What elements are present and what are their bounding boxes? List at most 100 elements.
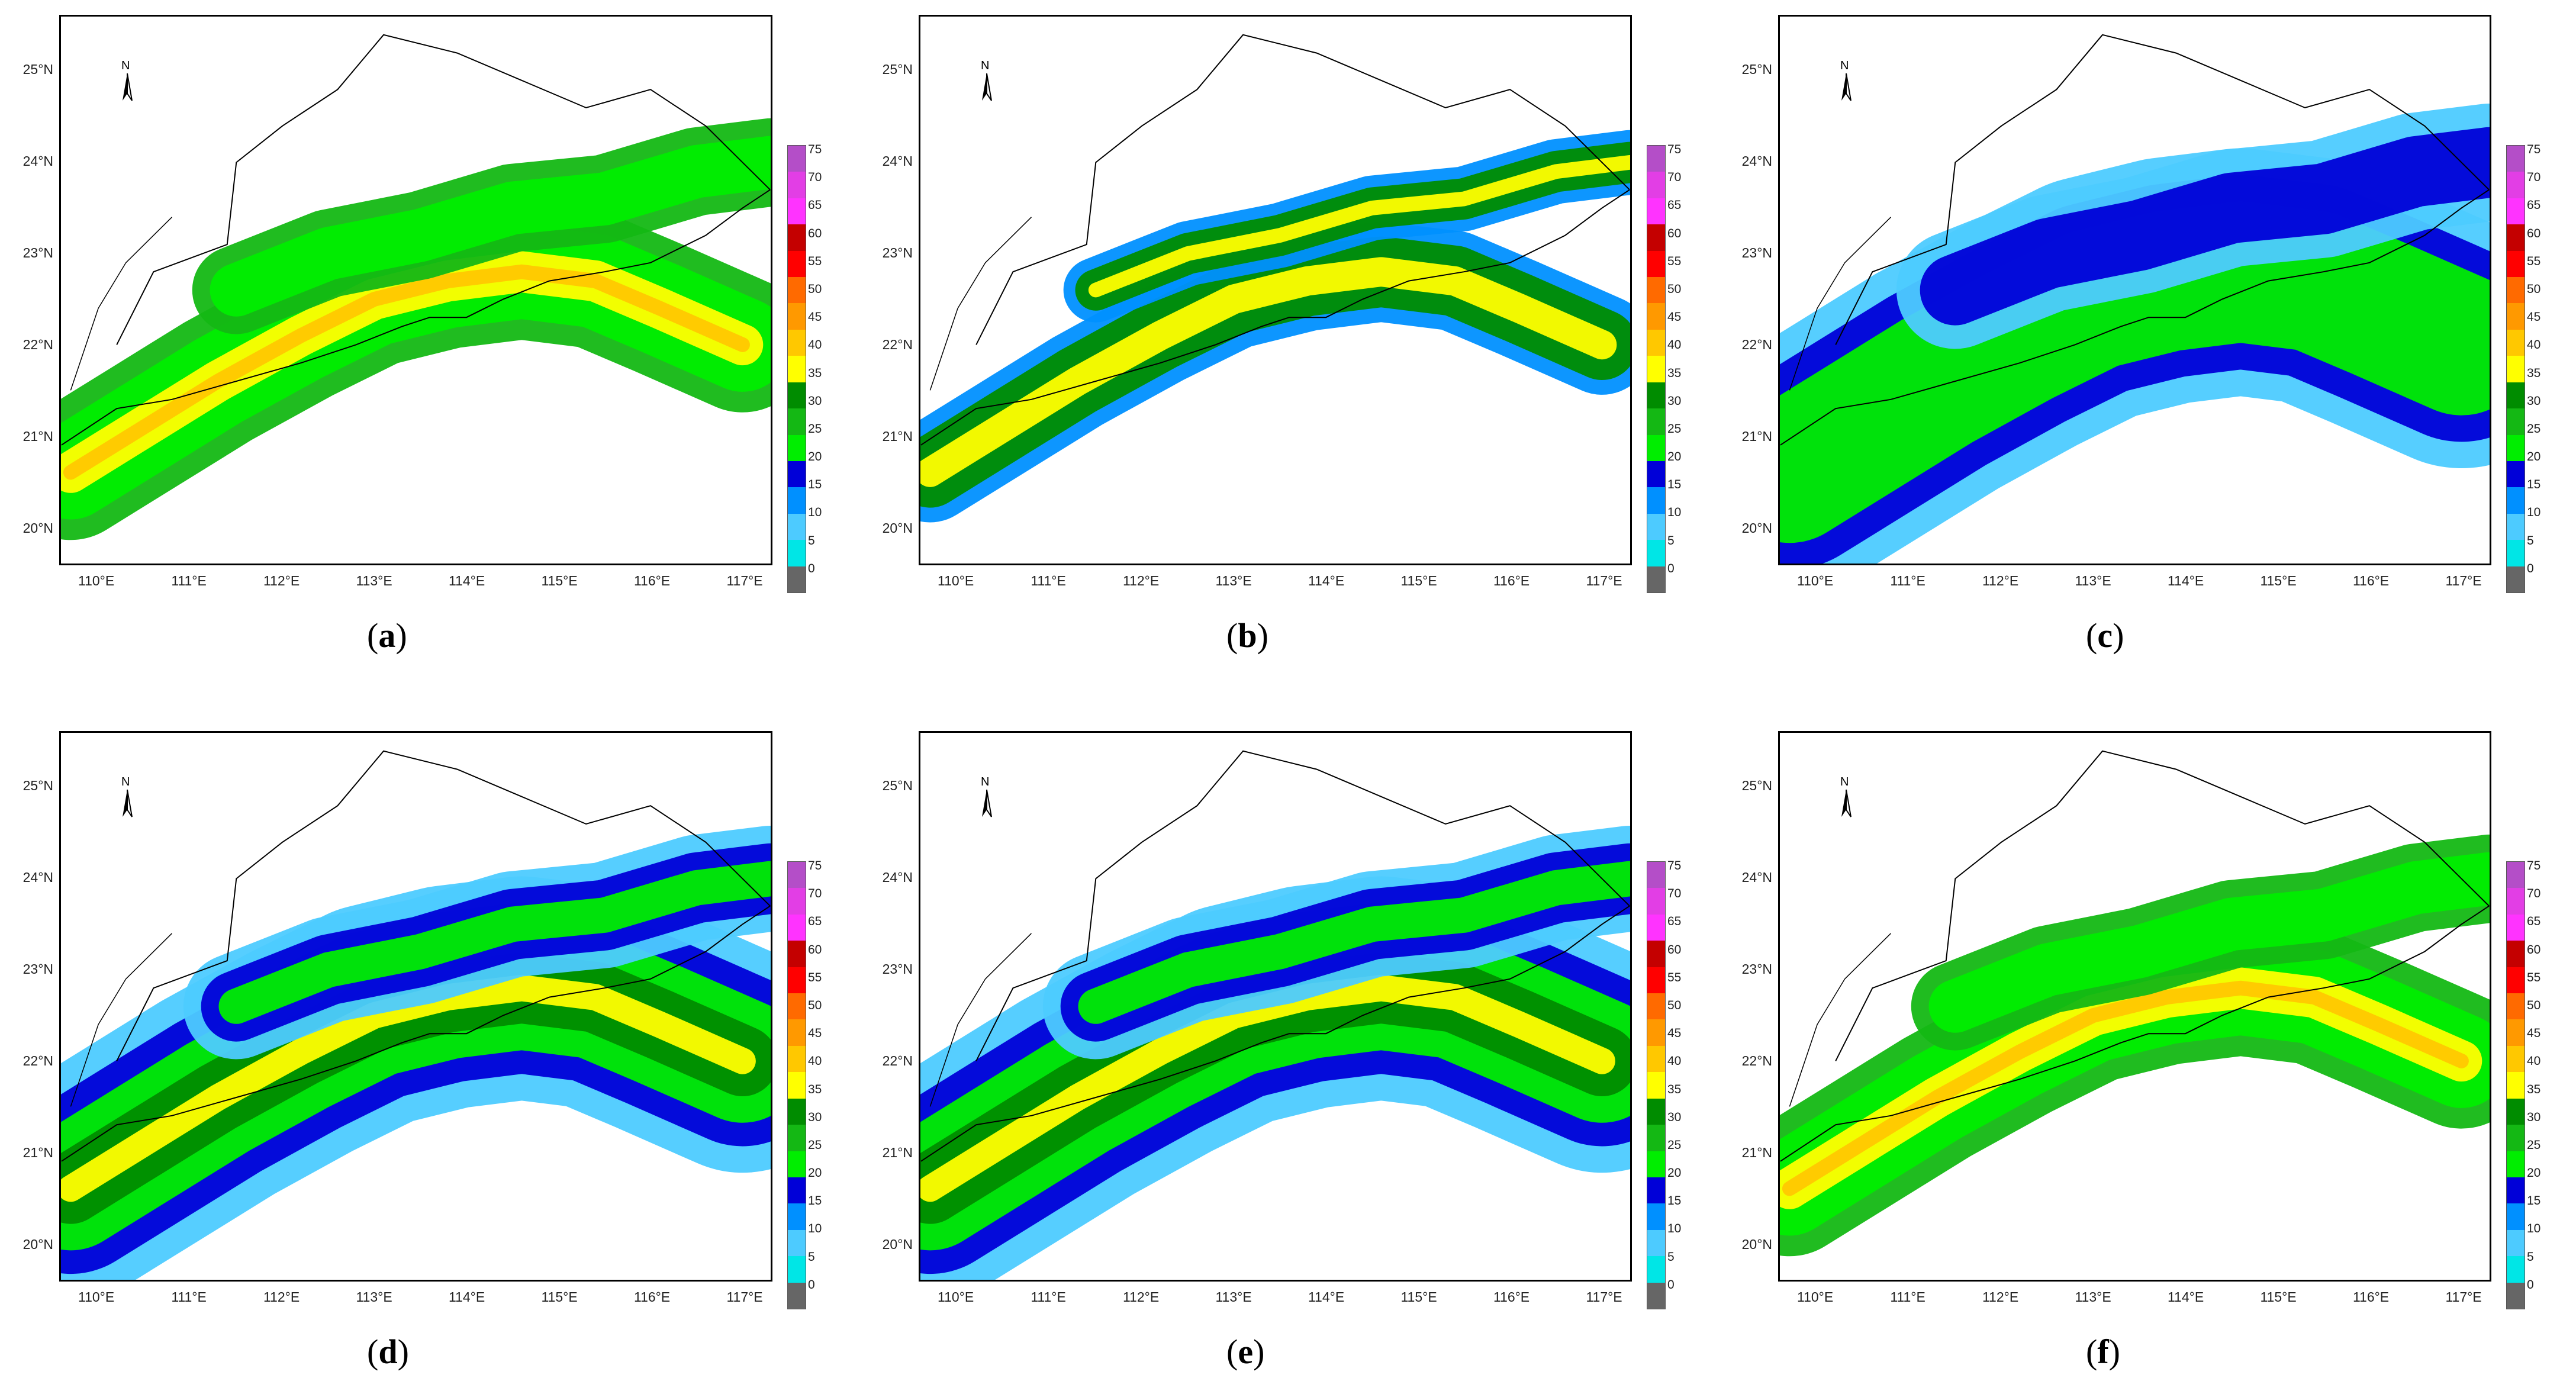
colorbar-swatch (788, 914, 806, 941)
colorbar-swatch (2507, 888, 2525, 915)
colorbar-swatch (1647, 1045, 1665, 1073)
colorbar-label: 10 (808, 1222, 822, 1236)
colorbar-label: 75 (1667, 859, 1682, 873)
colorbar-label: 55 (808, 970, 822, 984)
colorbar-swatch (2507, 198, 2525, 225)
colorbar-swatch (2507, 1203, 2525, 1231)
latitude-label: 22°N (1741, 337, 1772, 352)
map-frame (919, 731, 1632, 1282)
colorbar-label: 65 (1667, 915, 1682, 929)
longitude-label: 113°E (2075, 573, 2111, 588)
panel-caption-letter: c (2097, 616, 2113, 655)
colorbar-label: 65 (2527, 915, 2541, 929)
colorbar-swatch (788, 198, 806, 225)
latitude-label: 21°N (882, 1145, 913, 1160)
panel-caption: (e) (1226, 1332, 1265, 1371)
colorbar-label: 20 (808, 450, 822, 464)
colorbar (787, 145, 806, 593)
latitude-label: 24°N (882, 153, 913, 169)
colorbar-label: 60 (2527, 942, 2541, 957)
panel-caption-letter: f (2097, 1332, 2109, 1371)
longitude-label: 115°E (541, 573, 578, 588)
colorbar-swatch (788, 329, 806, 356)
colorbar-swatch (1647, 888, 1665, 915)
latitude-label: 24°N (22, 870, 53, 885)
north-arrow-label: N (121, 775, 130, 788)
latitude-label: 22°N (22, 1053, 53, 1068)
longitude-label: 110°E (78, 573, 115, 588)
panel-caption: (c) (2086, 616, 2124, 655)
colorbar-label: 45 (2527, 1026, 2541, 1041)
colorbar-label: 10 (808, 506, 822, 520)
longitude-label: 115°E (2260, 1289, 2297, 1305)
colorbar (787, 861, 806, 1309)
north-arrow-icon: N (975, 59, 999, 107)
colorbar-label: 15 (2527, 478, 2541, 492)
colorbar-label: 0 (2527, 561, 2534, 575)
colorbar-swatch (788, 862, 806, 888)
latitude-label: 20°N (22, 1237, 53, 1252)
colorbar-swatch (788, 1177, 806, 1204)
province-boundaries (920, 750, 1630, 1162)
colorbar-swatch (2507, 1177, 2525, 1204)
longitude-label: 110°E (1796, 1289, 1834, 1305)
colorbar-label: 60 (2527, 226, 2541, 240)
latitude-label: 25°N (22, 778, 53, 793)
longitude-label: 112°E (263, 573, 300, 588)
longitude-label: 111°E (171, 573, 207, 588)
colorbar-swatch (788, 566, 806, 593)
colorbar-swatch (2507, 461, 2525, 488)
longitude-label: 116°E (2352, 573, 2390, 588)
colorbar (2506, 145, 2525, 593)
colorbar-swatch (1647, 461, 1665, 488)
colorbar-swatch (788, 1203, 806, 1231)
colorbar-label: 60 (808, 942, 822, 957)
colorbar-swatch (1647, 1072, 1665, 1099)
colorbar-swatch (1647, 356, 1665, 383)
colorbar-swatch (788, 993, 806, 1020)
latitude-label: 24°N (22, 153, 53, 169)
colorbar-label: 50 (1667, 998, 1682, 1012)
colorbar-label: 20 (2527, 1166, 2541, 1180)
colorbar-label: 55 (808, 254, 822, 268)
colorbar-swatch (788, 1282, 806, 1309)
latitude-label: 25°N (1741, 778, 1772, 793)
colorbar-label: 20 (1667, 1166, 1682, 1180)
north-arrow-label: N (121, 59, 130, 72)
latitude-label: 23°N (882, 961, 913, 977)
colorbar-swatch (2507, 250, 2525, 278)
colorbar-swatch (1647, 540, 1665, 567)
colorbar-label: 75 (2527, 859, 2541, 873)
colorbar-swatch (1647, 967, 1665, 994)
longitude-label: 115°E (1400, 1289, 1437, 1305)
colorbar-label: 70 (1667, 887, 1682, 901)
map-canvas (61, 750, 771, 1280)
colorbar-swatch (2507, 1098, 2525, 1125)
longitude-label: 117°E (726, 1289, 763, 1305)
colorbar-swatch (1647, 862, 1665, 888)
longitude-label: 117°E (1586, 1289, 1622, 1305)
colorbar-swatch (1647, 1203, 1665, 1231)
colorbar-label: 55 (1667, 254, 1682, 268)
longitude-label: 110°E (937, 1289, 974, 1305)
colorbar-label: 30 (2527, 394, 2541, 408)
colorbar-label: 5 (1667, 1250, 1675, 1264)
longitude-label: 111°E (1890, 1289, 1925, 1305)
colorbar-swatch (2507, 914, 2525, 941)
colorbar-swatch (1647, 434, 1665, 462)
latitude-label: 21°N (1741, 1145, 1772, 1160)
colorbar-swatch (2507, 356, 2525, 383)
longitude-label: 115°E (541, 1289, 578, 1305)
colorbar-label: 50 (808, 282, 822, 296)
latitude-label: 25°N (1741, 62, 1772, 77)
colorbar-label: 35 (2527, 366, 2541, 380)
longitude-label: 115°E (2260, 573, 2297, 588)
panel-b: N 25°N 24°N 23°N 22°N 21°N 20°N 110°E 111°E 112°E… (859, 0, 1688, 675)
colorbar-label: 65 (808, 198, 822, 213)
colorbar-label: 5 (808, 1250, 815, 1264)
colorbar-label: 0 (2527, 1277, 2534, 1292)
colorbar-swatch (1647, 408, 1665, 436)
reflectivity-field (1780, 834, 2490, 1257)
colorbar-label: 45 (808, 1026, 822, 1041)
latitude-label: 21°N (882, 429, 913, 444)
